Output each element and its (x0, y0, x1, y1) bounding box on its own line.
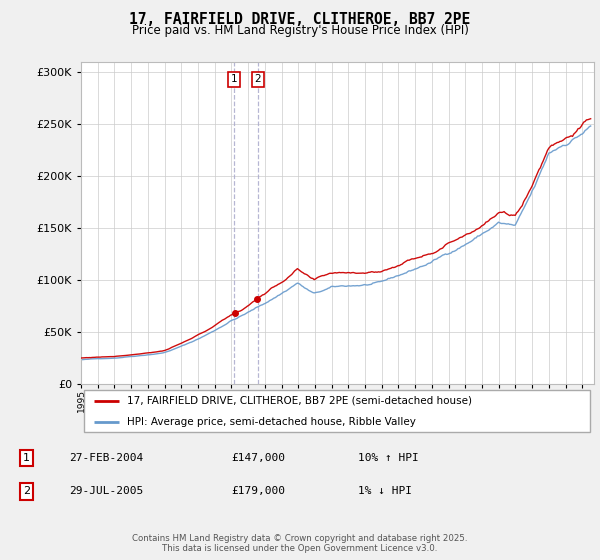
Text: Contains HM Land Registry data © Crown copyright and database right 2025.
This d: Contains HM Land Registry data © Crown c… (132, 534, 468, 553)
Text: HPI: Average price, semi-detached house, Ribble Valley: HPI: Average price, semi-detached house,… (127, 417, 416, 427)
Text: 2: 2 (23, 487, 30, 496)
Text: 1: 1 (230, 74, 237, 84)
Text: £147,000: £147,000 (231, 453, 285, 463)
Text: 17, FAIRFIELD DRIVE, CLITHEROE, BB7 2PE: 17, FAIRFIELD DRIVE, CLITHEROE, BB7 2PE (130, 12, 470, 27)
Text: £179,000: £179,000 (231, 487, 285, 496)
Text: Price paid vs. HM Land Registry's House Price Index (HPI): Price paid vs. HM Land Registry's House … (131, 24, 469, 37)
Text: 1% ↓ HPI: 1% ↓ HPI (358, 487, 412, 496)
Text: 1: 1 (23, 453, 30, 463)
Text: 2: 2 (254, 74, 261, 84)
Text: 17, FAIRFIELD DRIVE, CLITHEROE, BB7 2PE (semi-detached house): 17, FAIRFIELD DRIVE, CLITHEROE, BB7 2PE … (127, 396, 472, 406)
Text: 29-JUL-2005: 29-JUL-2005 (70, 487, 144, 496)
Text: 27-FEB-2004: 27-FEB-2004 (70, 453, 144, 463)
FancyBboxPatch shape (83, 390, 590, 432)
Text: 10% ↑ HPI: 10% ↑ HPI (358, 453, 418, 463)
